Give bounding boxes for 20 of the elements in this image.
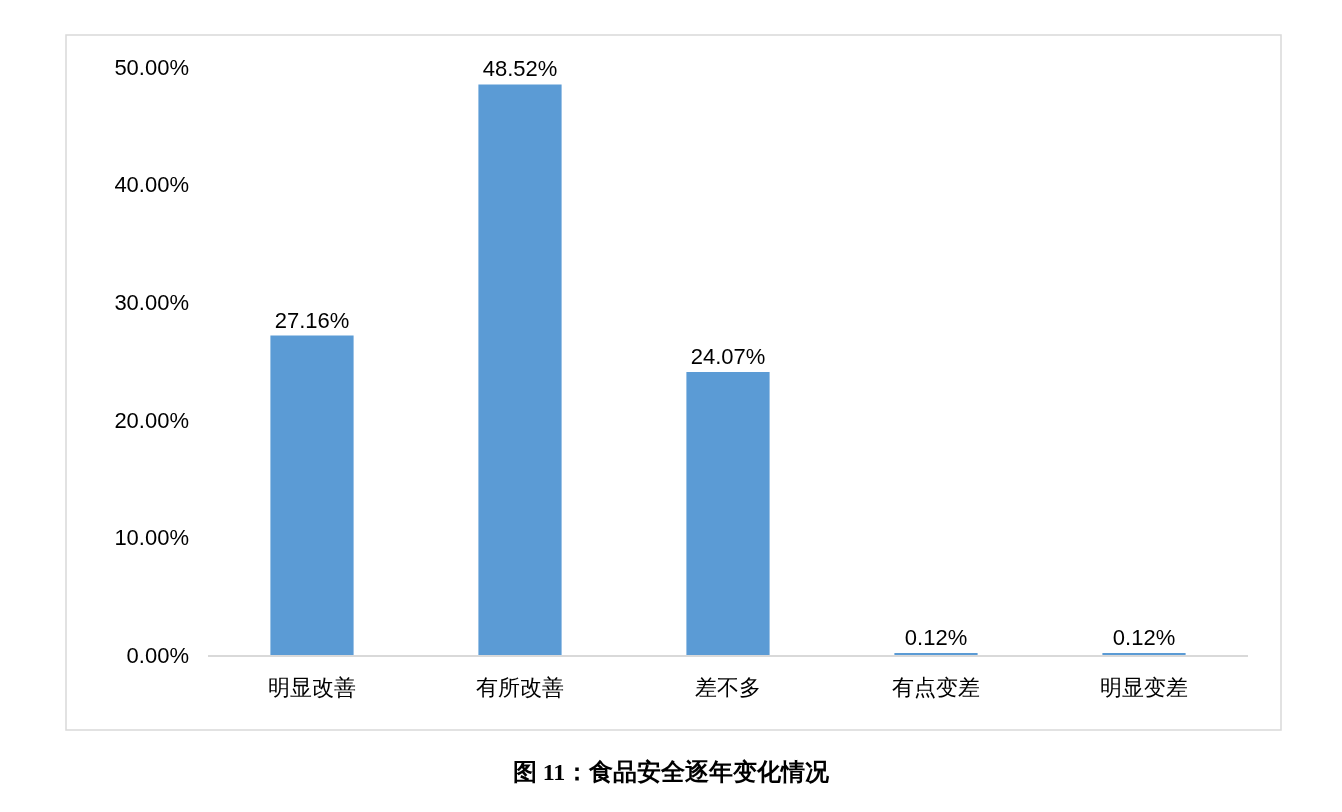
x-tick-label: 明显变差 — [1100, 675, 1188, 701]
y-tick-label: 10.00% — [114, 525, 189, 551]
data-label: 0.12% — [904, 625, 968, 650]
x-tick-label: 明显改善 — [268, 675, 356, 701]
data-label: 24.07% — [690, 343, 766, 369]
x-tick-label: 差不多 — [695, 675, 761, 701]
y-tick-label: 20.00% — [114, 407, 189, 433]
text: 图 11：食品安全逐年变化情况 — [512, 759, 831, 786]
x-tick-label: 有所改善 — [476, 675, 564, 701]
bar — [686, 371, 770, 655]
data-label: 0.12% — [1112, 625, 1176, 650]
bar — [478, 84, 562, 655]
y-tick-label: 30.00% — [114, 289, 189, 315]
y-tick-label: 0.00% — [126, 642, 189, 668]
y-tick-label: 40.00% — [114, 172, 189, 198]
bar — [270, 335, 354, 655]
data-label: 27.16% — [274, 307, 350, 333]
x-tick-label: 有点变差 — [892, 675, 980, 701]
data-label: 48.52% — [482, 56, 558, 82]
y-tick-label: 50.00% — [114, 54, 189, 80]
